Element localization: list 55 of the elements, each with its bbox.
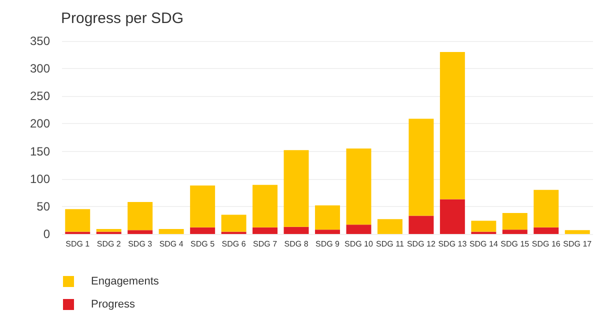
bar [315, 230, 340, 234]
bar [346, 224, 372, 234]
x-tick-label: SDG 14 [469, 240, 498, 248]
y-tick-label: 150 [30, 144, 50, 158]
x-tick-label: SDG 6 [222, 240, 246, 248]
bar [284, 226, 309, 234]
bar [534, 227, 559, 234]
bar [128, 202, 153, 230]
y-tick-label: 0 [43, 227, 50, 241]
bar [502, 230, 528, 234]
bar [502, 213, 528, 230]
chart-title: Progress per SDG [61, 10, 184, 27]
x-tick-label: SDG 1 [66, 240, 90, 248]
bar [440, 199, 465, 234]
x-tick-label: SDG 16 [532, 240, 561, 248]
bar [65, 209, 90, 232]
legend-label: Engagements [91, 276, 160, 288]
bar [408, 118, 434, 216]
x-tick-label: SDG 5 [190, 240, 216, 248]
x-tick-label: SDG 7 [253, 240, 278, 248]
x-tick-label: SDG 9 [315, 240, 340, 248]
bar [315, 205, 340, 230]
bar [440, 52, 465, 200]
x-tick-label: SDG 12 [406, 240, 436, 248]
bar [408, 216, 434, 234]
bar [128, 230, 153, 234]
x-tick-label: SDG 8 [284, 240, 309, 248]
x-tick-label: SDG 15 [500, 240, 530, 248]
x-tick-label: SDG 3 [128, 240, 153, 248]
y-tick-label: 200 [30, 116, 50, 131]
y-tick-label: 250 [30, 89, 50, 104]
bar [158, 229, 184, 234]
x-tick-label: SDG 2 [96, 240, 122, 248]
bar [534, 190, 559, 228]
bar [377, 219, 402, 234]
x-tick-label: SDG 11 [376, 240, 404, 248]
bar [252, 227, 278, 234]
bar [346, 148, 372, 225]
bar [252, 184, 278, 228]
bar [284, 150, 309, 227]
bar [190, 227, 216, 234]
bar [471, 220, 496, 232]
x-tick-label: SDG 13 [438, 240, 468, 248]
y-tick-label: 50 [36, 199, 50, 214]
bar [190, 185, 216, 228]
x-tick-label: SDG 10 [344, 240, 374, 248]
bar [96, 229, 122, 232]
legend-label: Progress [91, 298, 136, 310]
y-tick-label: 300 [30, 62, 50, 76]
bar [221, 214, 246, 232]
x-tick-label: SDG 17 [563, 240, 592, 248]
x-tick-label: SDG 4 [159, 240, 184, 248]
y-tick-label: 350 [30, 34, 50, 48]
y-tick-label: 100 [30, 172, 50, 186]
bar [564, 230, 590, 234]
